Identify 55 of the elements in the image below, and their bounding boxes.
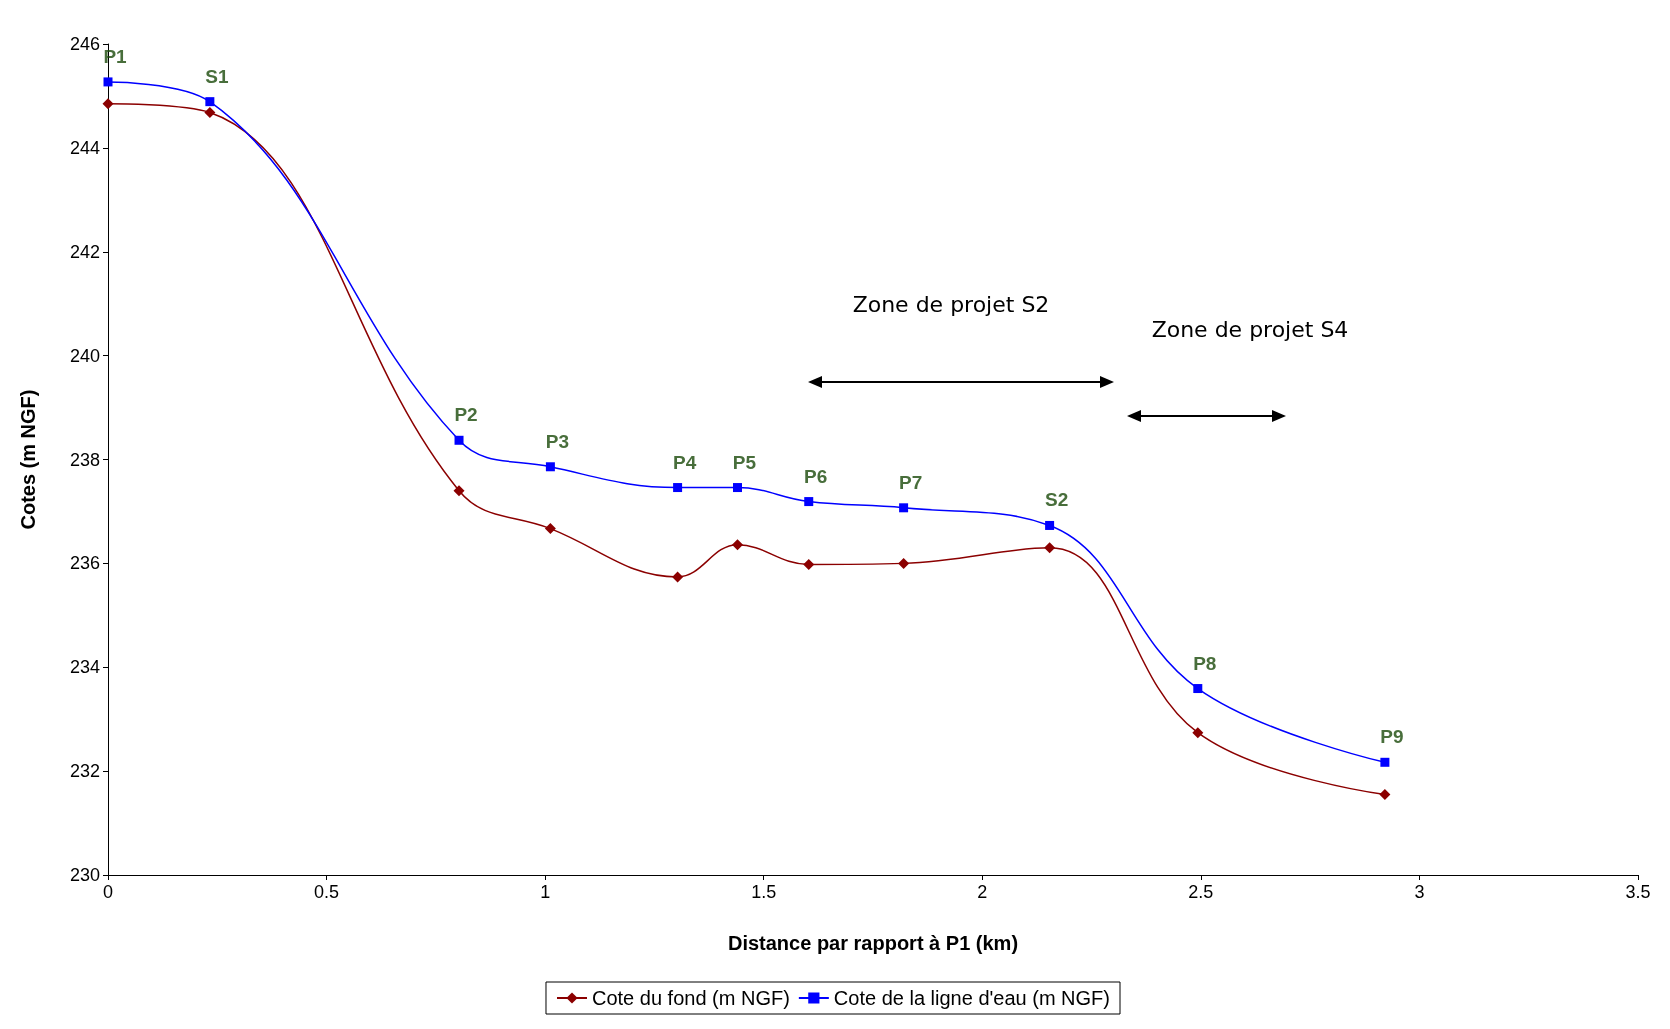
x-tick-label: 3.5 [1625, 882, 1651, 902]
annotation: P6 [804, 465, 828, 487]
annotation: P9 [1380, 726, 1404, 748]
point [672, 571, 684, 583]
legend-label: Cote de la ligne d'eau (m NGF) [833, 987, 1111, 1009]
point [1380, 757, 1390, 767]
annotation: Zone de projet S2 [852, 291, 1050, 317]
annotation: S1 [205, 65, 229, 87]
point [804, 497, 814, 507]
point [205, 97, 215, 107]
point [1193, 684, 1203, 694]
point [204, 107, 216, 119]
point [545, 462, 555, 472]
x-tick-label: 2 [977, 882, 988, 902]
y-tick-label: 230 [69, 865, 100, 885]
legend-label: Cote du fond (m NGF) [592, 987, 790, 1009]
point [1379, 789, 1391, 800]
annotation: Zone de projet S4 [1151, 316, 1349, 342]
annotation: P7 [898, 471, 923, 493]
point [1044, 542, 1056, 554]
point [544, 523, 556, 535]
annotation: P3 [545, 430, 570, 452]
x-tick-label: 0 [102, 882, 114, 902]
y-tick-label: 234 [69, 657, 100, 678]
point [454, 435, 464, 445]
x-tick-label: 1.5 [751, 882, 777, 902]
y-tick-label: 242 [69, 241, 100, 262]
x-tick-label: 3 [1414, 882, 1425, 902]
y-tick-label: 236 [69, 553, 100, 574]
y-tick-label: 238 [69, 449, 100, 470]
x-tick-label: 0.5 [314, 882, 340, 902]
point [102, 98, 114, 110]
y-axis-title: Cotes (m NGF) [17, 389, 39, 530]
point [899, 503, 909, 513]
point [1045, 520, 1055, 530]
point [898, 557, 910, 569]
point [453, 485, 465, 497]
x-axis-title: Distance par rapport à P1 (km) [727, 932, 1019, 954]
annotation: P2 [454, 404, 478, 426]
point [803, 558, 815, 570]
y-tick-label: 244 [69, 137, 100, 158]
y-tick-label: 246 [69, 34, 100, 54]
annotation: P4 [672, 451, 697, 473]
point [1192, 727, 1204, 739]
x-tick-label: 2.5 [1188, 882, 1214, 902]
point [732, 483, 742, 493]
y-tick-label: 232 [69, 761, 100, 782]
annotation: S2 [1044, 489, 1069, 511]
point [731, 539, 743, 551]
x-tick-label: 1 [540, 882, 551, 902]
point [103, 77, 113, 87]
point [673, 483, 683, 493]
y-tick-label: 240 [69, 345, 100, 366]
annotation: P8 [1193, 652, 1217, 674]
annotation: P5 [732, 451, 757, 473]
